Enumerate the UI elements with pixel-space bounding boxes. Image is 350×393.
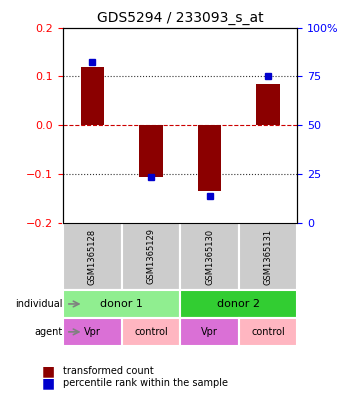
FancyBboxPatch shape	[239, 318, 298, 346]
Text: agent: agent	[35, 327, 63, 337]
Title: GDS5294 / 233093_s_at: GDS5294 / 233093_s_at	[97, 11, 264, 25]
Text: ■: ■	[42, 376, 55, 390]
Text: donor 2: donor 2	[217, 299, 260, 309]
Bar	[257, 84, 280, 125]
FancyBboxPatch shape	[180, 290, 298, 318]
FancyBboxPatch shape	[239, 223, 298, 290]
Text: transformed count: transformed count	[63, 366, 154, 376]
FancyBboxPatch shape	[122, 318, 180, 346]
FancyBboxPatch shape	[180, 318, 239, 346]
Text: Vpr: Vpr	[201, 327, 218, 337]
Text: control: control	[134, 327, 168, 337]
FancyBboxPatch shape	[63, 223, 122, 290]
Text: donor 1: donor 1	[100, 299, 143, 309]
Text: GSM1365128: GSM1365128	[88, 228, 97, 285]
Text: GSM1365131: GSM1365131	[264, 228, 273, 285]
Text: percentile rank within the sample: percentile rank within the sample	[63, 378, 228, 388]
Text: Vpr: Vpr	[84, 327, 101, 337]
FancyBboxPatch shape	[63, 290, 180, 318]
Bar	[80, 66, 104, 125]
Bar	[198, 125, 221, 191]
Text: individual: individual	[15, 299, 63, 309]
Text: ■: ■	[42, 364, 55, 378]
FancyBboxPatch shape	[63, 318, 122, 346]
Text: control: control	[251, 327, 285, 337]
FancyBboxPatch shape	[122, 223, 180, 290]
FancyBboxPatch shape	[180, 223, 239, 290]
Text: GSM1365130: GSM1365130	[205, 228, 214, 285]
Text: GSM1365129: GSM1365129	[146, 228, 155, 285]
Bar	[139, 125, 163, 176]
